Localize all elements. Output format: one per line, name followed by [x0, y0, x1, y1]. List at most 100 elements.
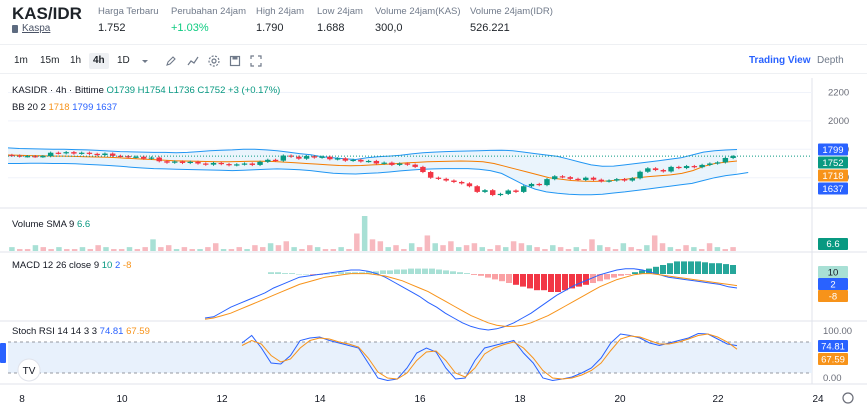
stoch-tag: [818, 353, 848, 365]
settings-icon[interactable]: [207, 54, 221, 68]
time-tick: 12: [216, 394, 228, 405]
macd-histogram-bar: [709, 263, 715, 274]
asset-link[interactable]: Kaspa: [12, 23, 50, 34]
candle-body: [32, 156, 38, 158]
timeframe-1h[interactable]: 1h: [70, 55, 82, 66]
volume-label: Volume SMA 9: [12, 219, 75, 230]
candle-body: [55, 152, 62, 154]
timeframe-4h[interactable]: 4h: [89, 53, 109, 69]
change-value: +3 (+0.17%): [228, 85, 281, 96]
candle-body: [373, 160, 380, 164]
candle-body: [513, 190, 519, 192]
macd-histogram-bar: [548, 274, 554, 292]
candle-body: [249, 163, 256, 165]
candle-body: [187, 161, 193, 164]
time-tick: 22: [712, 394, 724, 405]
stat-value: 1.790: [256, 22, 284, 34]
chevron-down-icon[interactable]: [138, 54, 152, 68]
pane-handle[interactable]: [0, 343, 6, 363]
macd-histogram-bar: [541, 274, 547, 291]
timeframe-15m[interactable]: 15m: [40, 55, 60, 66]
asset-link-label[interactable]: Kaspa: [22, 23, 51, 34]
candle-body: [164, 161, 170, 163]
candle-body: [179, 161, 186, 163]
volume-bar: [377, 241, 384, 251]
volume-bar: [416, 247, 423, 251]
price-tag: [818, 169, 848, 182]
volume-bar: [314, 247, 321, 251]
candle-body: [203, 163, 209, 165]
volume-bar: [698, 249, 705, 251]
volume-bar: [440, 245, 446, 251]
coin-icon: [12, 24, 18, 33]
macd-histogram-bar: [639, 270, 645, 274]
candle-body: [195, 161, 201, 164]
bollinger-upper-line: [7, 147, 738, 167]
stat-label: High 24jam: [256, 6, 305, 17]
candle-body: [420, 166, 426, 173]
macd-tag: [818, 266, 848, 278]
volume-bar: [385, 247, 391, 251]
volume-bar: [307, 245, 313, 251]
macd-histogram-bar: [408, 268, 414, 274]
candle-body: [621, 179, 628, 181]
candle-body: [629, 178, 636, 181]
candle-body: [722, 157, 729, 163]
macd-histogram-bar: [485, 274, 491, 278]
volume-bar: [534, 247, 540, 251]
candle-body: [288, 155, 294, 157]
candle-body: [536, 183, 542, 186]
candle-body: [334, 158, 341, 160]
indicator-icon[interactable]: [186, 54, 200, 68]
candle-body: [47, 152, 54, 157]
macd-histogram-bar: [450, 271, 456, 274]
macd-histogram-bar: [506, 274, 512, 283]
volume-bar: [87, 249, 94, 251]
candle-body: [133, 156, 139, 158]
candle-body: [117, 155, 124, 158]
volume-bar: [126, 247, 133, 251]
time-tick: 24: [812, 394, 824, 405]
volume-bar: [620, 243, 627, 251]
volume-bar: [526, 245, 533, 251]
timeframe-1m[interactable]: 1m: [14, 55, 28, 66]
chart-area[interactable]: 220020001800160017991752171816376.6102-8…: [0, 78, 867, 411]
stoch-d-line: [241, 333, 738, 380]
stat-label: Volume 24jam(KAS): [375, 6, 461, 17]
candle-body: [148, 157, 155, 159]
timeframe-1D[interactable]: 1D: [117, 55, 130, 66]
candle-body: [109, 153, 116, 156]
stat-5: Volume 24jam(IDR) 526.221: [470, 6, 553, 34]
market-header: KAS/IDR Kaspa Harga Terbaru 1.752 Perubaha…: [0, 0, 867, 45]
save-icon[interactable]: [228, 54, 242, 68]
candle-body: [272, 159, 279, 162]
fullscreen-icon[interactable]: [249, 54, 263, 68]
macd-histogram-bar: [303, 274, 309, 275]
macd-histogram-bar: [632, 272, 638, 274]
chart-canvas[interactable]: 220020001800160017991752171816376.6102-8…: [0, 78, 867, 411]
macd-histogram-bar: [275, 272, 281, 274]
axis-settings-icon[interactable]: [842, 392, 854, 404]
draw-pencil-icon[interactable]: [164, 54, 178, 68]
macd-histogram-bar: [730, 265, 736, 274]
candle-body: [71, 152, 77, 154]
stat-value: 300,0: [375, 22, 403, 34]
volume-bar: [706, 243, 713, 251]
macd-histogram-bar: [331, 273, 337, 274]
macd-histogram-bar: [499, 274, 505, 282]
candle-body: [210, 162, 217, 165]
macd-label: MACD 12 26 close 9: [12, 260, 100, 271]
candle-body: [614, 179, 620, 181]
volume-bar: [111, 249, 117, 251]
stat-0: Harga Terbaru 1.752: [98, 6, 159, 34]
candle-body: [691, 166, 698, 168]
tab-depth[interactable]: Depth: [817, 55, 844, 66]
volume-bar: [542, 249, 548, 251]
bb-lower-value: 1637: [96, 102, 118, 113]
volume-bar: [142, 247, 148, 251]
volume-bar: [667, 247, 674, 251]
tab-trading-view[interactable]: Trading View: [749, 55, 811, 66]
volume-bar: [346, 249, 352, 251]
macd-tag-label: -8: [829, 292, 837, 303]
candle-body: [265, 159, 271, 162]
